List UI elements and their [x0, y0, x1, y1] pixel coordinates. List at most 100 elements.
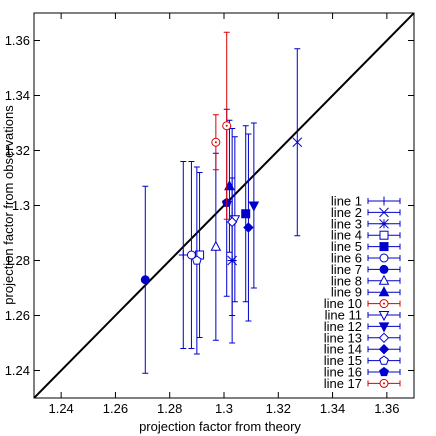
legend-label: line 15: [324, 353, 362, 368]
legend-marker: [379, 207, 389, 218]
marker-shape: [378, 343, 390, 355]
legend-marker: [379, 218, 389, 229]
y-tick-label: 1.34: [5, 88, 30, 103]
legend-marker: [378, 286, 390, 297]
y-tick-label: 1.32: [5, 143, 30, 158]
marker-shape: [241, 209, 251, 219]
marker-shape: [140, 275, 150, 285]
legend-marker: [379, 299, 389, 309]
legend-entry: line 8: [331, 273, 401, 288]
marker-shape: [379, 355, 389, 365]
point-marker: [210, 240, 222, 251]
data-point-line-10: [211, 114, 221, 171]
y-axis-label: projection factor from observations: [1, 105, 16, 305]
legend-label: line 3: [331, 216, 362, 231]
marker-shape: [383, 302, 385, 305]
data-point-line-1: [178, 161, 188, 349]
point-marker: [211, 137, 221, 147]
legend-entry: line 2: [331, 205, 401, 220]
point-marker: [140, 275, 150, 285]
legend-label: line 6: [331, 251, 362, 266]
y-tick-label: 1.24: [5, 363, 30, 378]
legend-label: line 14: [324, 342, 362, 357]
legend-entry: line 15: [324, 353, 401, 368]
legend-label: line 11: [325, 308, 362, 323]
legend-entry: line 13: [324, 330, 401, 345]
legend-entry: line 12: [324, 319, 401, 334]
legend-entry: line 5: [331, 239, 401, 254]
x-axis-label: projection factor from theory: [139, 419, 301, 434]
point-marker: [178, 250, 188, 260]
data-point-line-17: [222, 31, 232, 220]
legend-marker: [378, 311, 390, 322]
legend-marker: [379, 378, 389, 388]
marker-shape: [378, 322, 390, 333]
legend-label: line 5: [331, 239, 362, 254]
legend-marker: [378, 343, 390, 355]
data-point-line-8: [210, 152, 222, 341]
axis-ticks: 1.24 1.24 1.26 1.26 1.28 1.28 1.3 1.3 1.32 1.32 1.…: [5, 13, 414, 416]
legend-marker: [379, 366, 389, 377]
marker-shape: [292, 137, 303, 148]
marker-shape: [378, 332, 390, 344]
marker-shape: [383, 382, 385, 385]
data-point-line-6: [186, 161, 196, 349]
legend-marker: [379, 196, 389, 206]
legend-label: line 13: [324, 330, 362, 345]
legend-marker: [378, 274, 390, 285]
legend-label: line 16: [324, 365, 362, 380]
legend-label: line 9: [331, 285, 362, 300]
legend-entry: line 16: [324, 365, 401, 380]
y-tick-label: 1.36: [5, 33, 30, 48]
x-tick-label: 1.32: [266, 401, 291, 416]
marker-shape: [214, 141, 217, 144]
legend-label: line 8: [331, 273, 362, 288]
legend-entry: line 11: [325, 308, 401, 323]
legend-entry: line 9: [331, 285, 401, 300]
marker-shape: [248, 201, 260, 212]
marker-shape: [243, 222, 254, 233]
marker-shape: [378, 311, 390, 322]
marker-shape: [379, 218, 389, 229]
marker-shape: [210, 240, 222, 251]
marker-shape: [379, 242, 389, 252]
legend-marker: [379, 242, 389, 252]
legend-label: line 10: [324, 296, 362, 311]
legend-label: line 4: [331, 228, 362, 243]
legend-entry: line 17: [324, 376, 401, 391]
legend-label: line 1: [331, 194, 362, 209]
legend-marker: [379, 264, 389, 274]
data-point-line-7: [140, 185, 150, 374]
y-tick-label: 1.28: [5, 253, 30, 268]
legend-entry: line 1: [331, 194, 401, 209]
point-marker: [292, 137, 303, 148]
marker-shape: [186, 250, 196, 260]
legend-label: line 7: [331, 262, 362, 277]
data-point-line-2: [292, 48, 303, 237]
point-marker: [191, 255, 202, 265]
legend-marker: [379, 355, 389, 365]
legend-entry: line 7: [331, 262, 401, 277]
point-marker: [186, 250, 196, 260]
legend-entry: line 6: [331, 251, 401, 266]
x-tick-label: 1.28: [157, 401, 182, 416]
x-tick-label: 1.3: [215, 401, 233, 416]
legend-label: line 2: [331, 205, 362, 220]
marker-shape: [379, 207, 389, 218]
x-tick-label: 1.26: [103, 401, 128, 416]
y-tick-label: 1.3: [12, 198, 30, 213]
data-point-line-15: [191, 166, 202, 355]
legend-label: line 12: [324, 319, 362, 334]
x-tick-label: 1.36: [374, 401, 399, 416]
legend-marker: [379, 230, 389, 240]
point-marker: [226, 216, 238, 228]
marker-shape: [378, 286, 390, 297]
legend-label: line 17: [324, 376, 362, 391]
legend-entry: line 3: [331, 216, 401, 231]
marker-shape: [225, 124, 228, 127]
marker-shape: [379, 366, 389, 377]
legend-entry: line 10: [324, 296, 401, 311]
x-tick-label: 1.34: [320, 401, 345, 416]
